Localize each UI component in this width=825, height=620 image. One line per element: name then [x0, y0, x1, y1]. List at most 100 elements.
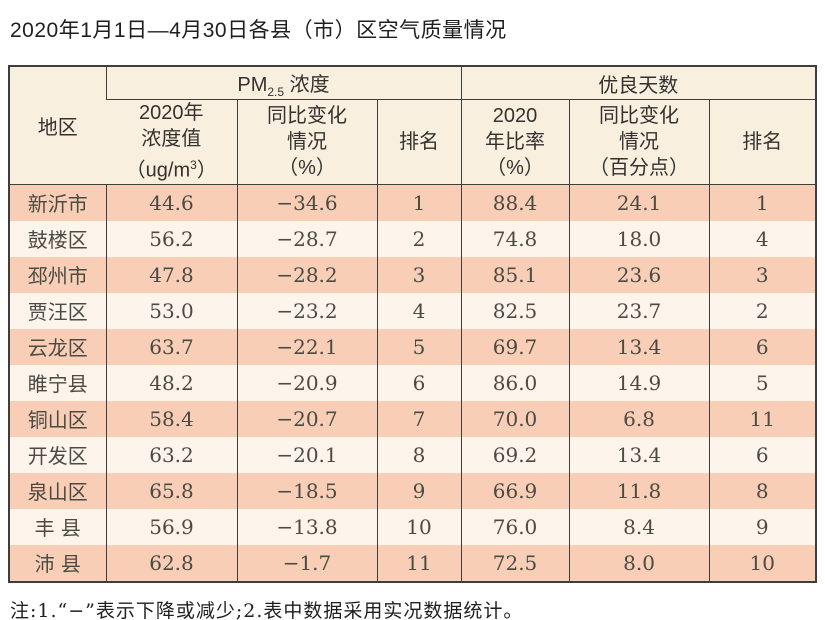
cell-region: 鼓楼区 — [27, 228, 88, 253]
cell-pm-rank: 9 — [376, 472, 462, 509]
cell-gd-ratio: 72.5 — [460, 544, 570, 582]
gd-change-unit: （百分点） — [589, 156, 690, 179]
cell-gd-rank: 1 — [708, 184, 817, 221]
cell-gd-ratio: 85.1 — [460, 256, 570, 293]
cell-pm-rank: 8 — [376, 436, 462, 473]
cell-gd-change: 13.4 — [568, 436, 710, 473]
header-sub-row: 2020年 浓度值 （ug/m3） 同比变化 情况 （%） 排名 2020 年比… — [9, 99, 817, 185]
cell-pm-rank: 11 — [376, 544, 462, 582]
pm25-suffix: 浓度 — [284, 73, 330, 96]
gd-change-line1: 同比变化 — [599, 104, 680, 127]
cell-gd-ratio: 66.9 — [460, 472, 570, 509]
cell-gd-change: 6.8 — [568, 400, 710, 437]
cell-gd-rank: 11 — [708, 400, 817, 437]
cell-pm-value: 63.7 — [105, 328, 237, 365]
col-group-pm25: PM2.5 浓度 — [105, 66, 462, 100]
cell-pm-rank: 5 — [376, 328, 462, 365]
pm-value-line2: 浓度值 — [141, 128, 202, 150]
pm25-label: PM — [237, 73, 268, 96]
cell-pm-value: 44.6 — [105, 184, 237, 221]
cell-gd-change: 13.4 — [568, 328, 710, 365]
cell-gd-ratio: 86.0 — [460, 364, 570, 401]
cell-pm-rank: 7 — [376, 400, 462, 437]
gd-ratio-line2: 年比率 — [485, 130, 546, 153]
pm25-subscript: 2.5 — [267, 84, 285, 99]
cell-gd-change: 8.0 — [568, 544, 710, 582]
cell-region: 丰 县 — [34, 516, 81, 541]
cell-gd-rank: 5 — [708, 364, 817, 401]
cell-pm-change: −18.5 — [236, 472, 377, 509]
col-header-gd-ratio: 2020 年比率 （%） — [460, 99, 570, 185]
page-title: 2020年1月1日—4月30日各县（市）区空气质量情况 — [10, 19, 507, 42]
table-row: 新沂市 44.6 −34.6 1 88.4 24.1 1 — [9, 184, 817, 221]
col-group-good-days: 优良天数 — [460, 66, 817, 100]
cell-pm-change: −20.9 — [236, 364, 377, 401]
cell-pm-change: −20.1 — [236, 436, 377, 473]
cell-pm-rank: 10 — [376, 508, 462, 545]
pm-value-unit: （ug/m3） — [125, 158, 217, 182]
footnote: 注:1.“−”表示下降或减少;2.表中数据采用实况数据统计。 — [10, 599, 524, 620]
table-row: 沛 县 62.8 −1.7 11 72.5 8.0 10 — [9, 544, 817, 582]
cell-pm-value: 65.8 — [105, 472, 237, 509]
cell-region: 睢宁县 — [27, 372, 88, 397]
table-row: 鼓楼区 56.2 −28.7 2 74.8 18.0 4 — [9, 220, 817, 257]
cell-pm-value: 48.2 — [105, 364, 237, 401]
cell-gd-change: 8.4 — [568, 508, 710, 545]
cell-pm-value: 53.0 — [105, 292, 237, 329]
cell-pm-change: −23.2 — [236, 292, 377, 329]
cubic-superscript: 3 — [190, 158, 197, 172]
cell-pm-rank: 1 — [376, 184, 462, 221]
col-header-gd-change: 同比变化 情况 （百分点） — [568, 99, 710, 185]
cell-gd-ratio: 69.2 — [460, 436, 570, 473]
cell-pm-value: 63.2 — [105, 436, 237, 473]
col-header-pm-value: 2020年 浓度值 （ug/m3） — [106, 99, 237, 185]
cell-region: 新沂市 — [27, 192, 88, 217]
cell-pm-change: −20.7 — [236, 400, 377, 437]
cell-gd-rank: 6 — [708, 328, 817, 365]
cell-pm-rank: 4 — [376, 292, 462, 329]
cell-gd-rank: 2 — [708, 292, 817, 329]
cell-region: 沛 县 — [34, 552, 81, 577]
col-header-pm-rank: 排名 — [376, 99, 462, 185]
cell-gd-change: 23.6 — [568, 256, 710, 293]
cell-pm-change: −28.7 — [236, 220, 377, 257]
cell-gd-change: 14.9 — [568, 364, 710, 401]
cell-gd-change: 18.0 — [568, 220, 710, 257]
air-quality-table: 地区 PM2.5 浓度 优良天数 2020年 浓度值 （ug/m3） 同比变化 … — [8, 65, 818, 583]
cell-pm-change: −1.7 — [236, 544, 377, 582]
cell-pm-change: −28.2 — [236, 256, 377, 293]
cell-gd-rank: 6 — [708, 436, 817, 473]
cell-pm-value: 56.2 — [105, 220, 237, 257]
table-header: 地区 PM2.5 浓度 优良天数 2020年 浓度值 （ug/m3） 同比变化 … — [9, 66, 817, 185]
gd-ratio-unit: （%） — [486, 156, 544, 179]
table-row: 铜山区 58.4 −20.7 7 70.0 6.8 11 — [9, 400, 817, 437]
cell-gd-rank: 4 — [708, 220, 817, 257]
cell-gd-change: 23.7 — [568, 292, 710, 329]
cell-gd-ratio: 82.5 — [460, 292, 570, 329]
col-header-pm-change: 同比变化 情况 （%） — [236, 99, 377, 185]
cell-pm-value: 62.8 — [105, 544, 237, 582]
cell-gd-change: 24.1 — [568, 184, 710, 221]
cell-pm-value: 47.8 — [105, 256, 237, 293]
cell-region: 贾汪区 — [27, 300, 88, 325]
pm-change-line2: 情况 — [287, 130, 327, 153]
cell-region: 云龙区 — [27, 336, 88, 361]
col-header-gd-rank: 排名 — [708, 99, 817, 185]
table-row: 邳州市 47.8 −28.2 3 85.1 23.6 3 — [9, 256, 817, 293]
cell-region: 开发区 — [27, 444, 88, 469]
cell-gd-ratio: 76.0 — [460, 508, 570, 545]
cell-region: 铜山区 — [27, 408, 88, 433]
pm-change-line1: 同比变化 — [267, 104, 347, 127]
col-header-region: 地区 — [9, 66, 106, 185]
pm-value-line1: 2020年 — [139, 102, 204, 124]
cell-gd-rank: 8 — [708, 472, 817, 509]
table-row: 睢宁县 48.2 −20.9 6 86.0 14.9 5 — [9, 364, 817, 401]
cell-pm-value: 58.4 — [105, 400, 237, 437]
gd-change-line2: 情况 — [619, 130, 660, 153]
cell-gd-rank: 9 — [708, 508, 817, 545]
cell-pm-change: −13.8 — [236, 508, 377, 545]
table-row: 泉山区 65.8 −18.5 9 66.9 11.8 8 — [9, 472, 817, 509]
table-body: 新沂市 44.6 −34.6 1 88.4 24.1 1 鼓楼区 56.2 −2… — [9, 184, 817, 582]
pm-change-unit: （%） — [278, 156, 336, 179]
table-row: 云龙区 63.7 −22.1 5 69.7 13.4 6 — [9, 328, 817, 365]
